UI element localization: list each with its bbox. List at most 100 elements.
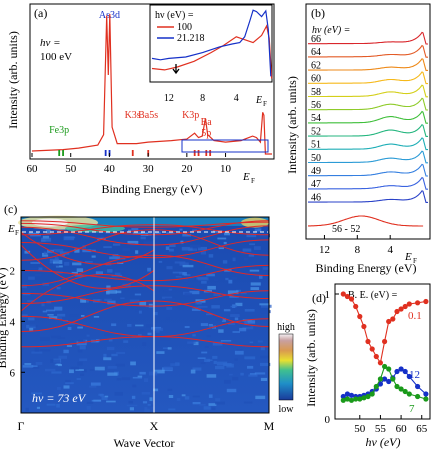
panel-b-spectrum-60 (308, 71, 428, 85)
heatmap-cell-35 (242, 326, 254, 330)
panel-a-photon-value: 100 eV (40, 51, 72, 63)
heatmap-cell-170 (182, 264, 194, 268)
heatmap-cell-386 (244, 321, 248, 325)
heatmap-cell-77 (81, 369, 87, 373)
panel-a-inset: hν (eV) = 100 21.218 12 8 4 E F (149, 4, 273, 108)
heatmap-cell-341 (27, 300, 35, 302)
heatmap-cell-216 (66, 345, 72, 347)
heatmap-cell-258 (165, 317, 170, 320)
heatmap-cell-202 (65, 236, 76, 239)
panel-d-point-12-60 (398, 366, 404, 372)
heatmap-cell-61 (106, 290, 117, 294)
heatmap-cell-383 (34, 348, 39, 352)
heatmap-cell-401 (234, 317, 239, 321)
heatmap-cell-413 (168, 288, 173, 291)
panel-b-spectrum-51 (308, 137, 428, 151)
panel-d-xtick-55: 55 (375, 423, 387, 435)
heatmap-cell-156 (176, 397, 181, 401)
heatmap-cell-318 (212, 341, 223, 346)
panel-d-point-7-50 (357, 396, 363, 402)
heatmap-cell-152 (147, 267, 151, 272)
heatmap-cell-226 (158, 260, 163, 263)
heatmap-cell-309 (149, 397, 153, 402)
heatmap-cell-134 (91, 255, 96, 258)
heatmap-cell-25 (107, 269, 113, 273)
panel-a-level-markers (58, 150, 212, 156)
heatmap-cell-329 (39, 349, 51, 352)
heatmap-cell-289 (82, 249, 92, 253)
heatmap-cell-66 (42, 282, 49, 286)
heatmap-cell-276 (82, 245, 86, 249)
heatmap-cell-368 (208, 324, 213, 327)
heatmap-cell-364 (121, 377, 131, 381)
panel-a-x-ticks: 60 50 40 30 20 10 (27, 153, 232, 175)
heatmap-cell-16 (155, 231, 161, 234)
heatmap-cell-89 (257, 340, 263, 343)
heatmap-cell-229 (137, 375, 143, 378)
heatmap-cell-240 (229, 373, 233, 376)
heatmap-cell-328 (115, 290, 122, 294)
heatmap-cell-118 (181, 394, 186, 397)
heatmap-cell-182 (248, 254, 255, 257)
panel-d-point-12-57 (386, 378, 392, 385)
panel-d-label: (d) (312, 291, 326, 305)
heatmap-cell-267 (217, 237, 227, 240)
panel-d-point-7-54 (373, 383, 379, 390)
panel-b-y-label: Intensity (arb. units) (285, 76, 299, 174)
heatmap-cell-316 (69, 369, 74, 374)
panel-b-series-label-66: 66 (311, 34, 321, 45)
panel-d-point-12-62 (406, 373, 412, 380)
inset-xtick-4: 4 (234, 93, 239, 104)
heatmap-cell-34 (235, 302, 243, 307)
heatmap-cell-351 (240, 292, 247, 295)
heatmap-cell-262 (231, 277, 238, 280)
panel-d-series (340, 291, 429, 403)
panel-a-xtick-20: 20 (181, 163, 193, 175)
heatmap-cell-230 (181, 246, 193, 251)
heatmap-cell-271 (25, 407, 29, 412)
heatmap-cell-331 (189, 244, 201, 249)
panel-b-spectrum-52 (308, 123, 428, 137)
heatmap-cell-103 (218, 329, 224, 333)
heatmap-cell-291 (249, 269, 260, 272)
panel-b-spectrum-56 (308, 97, 428, 111)
calc-band-cross-2 (20, 231, 155, 265)
heatmap-cell-157 (166, 232, 175, 235)
heatmap-cell-123 (239, 327, 247, 332)
heatmap-cell-268 (168, 395, 174, 398)
heatmap-cell-377 (259, 233, 270, 238)
heatmap-cell-138 (45, 368, 56, 372)
heatmap-cell-255 (147, 332, 152, 336)
panel-a-ef-label: E (242, 171, 250, 183)
heatmap-cell-275 (104, 395, 109, 398)
panel-c-ef-label: E (7, 223, 15, 235)
panel-b-spectrum-62 (308, 58, 428, 71)
heatmap-cell-335 (74, 275, 84, 277)
panel-b: (b) hν (eV) = 66646260585654525150494746… (285, 3, 431, 275)
panel-b-difference-label: 56 - 52 (332, 224, 360, 235)
panel-d-point-0.1-58 (390, 316, 396, 322)
panel-d-point-7-59 (394, 383, 400, 390)
heatmap-cell-350 (153, 311, 158, 316)
heatmap-cell-233 (56, 317, 63, 320)
panel-d-ytick-1: 1 (325, 289, 331, 301)
heatmap-cell-388 (215, 401, 225, 405)
heatmap-cell-204 (53, 260, 63, 264)
heatmap-cell-372 (184, 292, 193, 297)
panel-d-point-7-64 (415, 393, 421, 400)
heatmap-cell-188 (197, 246, 207, 251)
heatmap-cell-93 (262, 229, 266, 232)
heatmap-cell-92 (179, 228, 183, 231)
panel-d-x-ticks: 50 55 60 65 (354, 415, 428, 435)
heatmap-cell-171 (240, 324, 251, 327)
heatmap-cell-298 (224, 232, 230, 236)
panel-b-series-label-47: 47 (311, 179, 321, 190)
heatmap-cell-392 (197, 357, 206, 359)
heatmap-cell-208 (213, 230, 223, 233)
heatmap-cell-378 (224, 379, 231, 384)
heatmap-cell-63 (95, 271, 103, 275)
heatmap-cell-27 (47, 314, 54, 316)
heatmap-cell-137 (65, 379, 71, 384)
panel-b-xtick-8: 8 (355, 244, 361, 256)
